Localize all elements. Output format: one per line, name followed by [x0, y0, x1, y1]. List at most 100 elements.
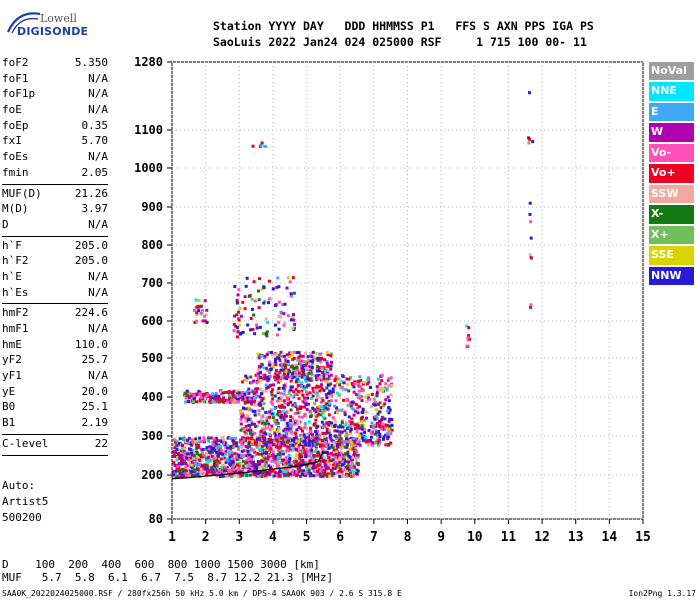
echo-point — [193, 321, 197, 324]
echo-point — [280, 467, 284, 471]
echo-point — [192, 394, 196, 398]
echo-point — [239, 418, 243, 422]
echo-point — [292, 375, 296, 379]
y-tick-label: 300 — [141, 429, 163, 443]
echo-point — [178, 468, 182, 472]
echo-point — [179, 449, 183, 453]
echo-point — [338, 453, 342, 457]
echo-point — [282, 399, 286, 403]
echo-point — [284, 425, 288, 428]
echo-point — [251, 328, 255, 331]
echo-point — [237, 445, 241, 449]
echo-point — [302, 387, 306, 391]
echo-point — [214, 392, 218, 395]
legend-item: SSW — [649, 184, 694, 204]
echo-point — [305, 366, 309, 370]
echo-point — [387, 383, 391, 387]
echo-point — [252, 401, 256, 405]
echo-point — [258, 434, 262, 438]
param-row: D N/A — [2, 218, 108, 234]
echo-point — [241, 459, 245, 463]
echo-point — [253, 413, 257, 417]
echo-point — [324, 437, 328, 441]
echo-point — [339, 441, 343, 445]
echo-point — [373, 432, 377, 436]
echo-point — [326, 383, 330, 387]
echo-point — [316, 451, 319, 454]
echo-point — [244, 438, 248, 442]
echo-point — [261, 452, 264, 456]
echo-point — [284, 468, 287, 472]
echo-point — [317, 377, 321, 381]
echo-point — [278, 454, 282, 458]
echo-point — [241, 406, 245, 410]
echo-point — [200, 450, 204, 454]
echo-point — [258, 460, 262, 464]
echo-point — [308, 463, 312, 467]
echo-point — [240, 412, 244, 415]
echo-point — [372, 397, 376, 401]
echo-point — [293, 411, 297, 415]
echo-point — [271, 363, 275, 367]
echo-point — [252, 313, 256, 317]
echo-point — [215, 457, 218, 461]
echo-point — [328, 434, 332, 437]
echo-point — [362, 423, 366, 427]
echo-point — [386, 395, 390, 399]
echo-point — [274, 357, 278, 361]
echo-point — [289, 318, 293, 322]
echo-point — [366, 378, 370, 382]
echo-point — [295, 365, 299, 369]
echo-point — [198, 399, 202, 403]
echo-point — [297, 415, 301, 419]
echo-point — [330, 360, 333, 364]
echo-point — [349, 427, 353, 431]
echo-point — [266, 457, 270, 461]
echo-point — [309, 451, 313, 455]
echo-point — [278, 359, 282, 362]
echo-point — [278, 371, 282, 375]
echo-point — [310, 373, 314, 377]
echo-point — [347, 415, 351, 419]
echo-point — [175, 444, 179, 448]
echo-point — [250, 433, 254, 437]
echo-point — [293, 422, 297, 426]
echo-point — [277, 432, 281, 436]
echo-point — [337, 425, 341, 429]
echo-point — [360, 389, 364, 393]
echo-point — [241, 464, 245, 468]
echo-point — [308, 377, 312, 381]
echo-point — [264, 461, 268, 465]
echo-point — [297, 351, 301, 355]
echo-point — [317, 395, 320, 399]
echo-point — [282, 418, 286, 421]
echo-point — [258, 474, 262, 478]
echo-point — [284, 369, 288, 373]
echo-point — [335, 443, 339, 447]
echo-point — [314, 386, 318, 390]
echo-point — [324, 464, 328, 467]
echo-point — [242, 426, 246, 430]
echo-point — [348, 455, 352, 459]
logo-lowell: Lowell — [40, 12, 77, 25]
echo-point — [180, 462, 184, 466]
echo-point — [334, 399, 338, 403]
echo-point — [329, 354, 333, 358]
param-row: hmE 110.0 — [2, 338, 108, 354]
echo-point — [239, 314, 243, 318]
x-tick-label: 8 — [404, 530, 412, 545]
echo-point — [283, 372, 286, 376]
echo-point — [197, 454, 201, 458]
echo-point — [321, 399, 325, 403]
echo-point — [252, 460, 255, 464]
echo-point — [187, 436, 191, 440]
echo-point — [191, 400, 195, 404]
echo-point — [356, 379, 360, 383]
echo-point — [318, 424, 321, 428]
echo-point — [304, 461, 308, 464]
echo-point — [257, 356, 261, 360]
echo-point — [389, 441, 393, 445]
echo-point — [205, 470, 209, 474]
echo-point — [209, 470, 213, 473]
echo-point — [204, 455, 208, 459]
